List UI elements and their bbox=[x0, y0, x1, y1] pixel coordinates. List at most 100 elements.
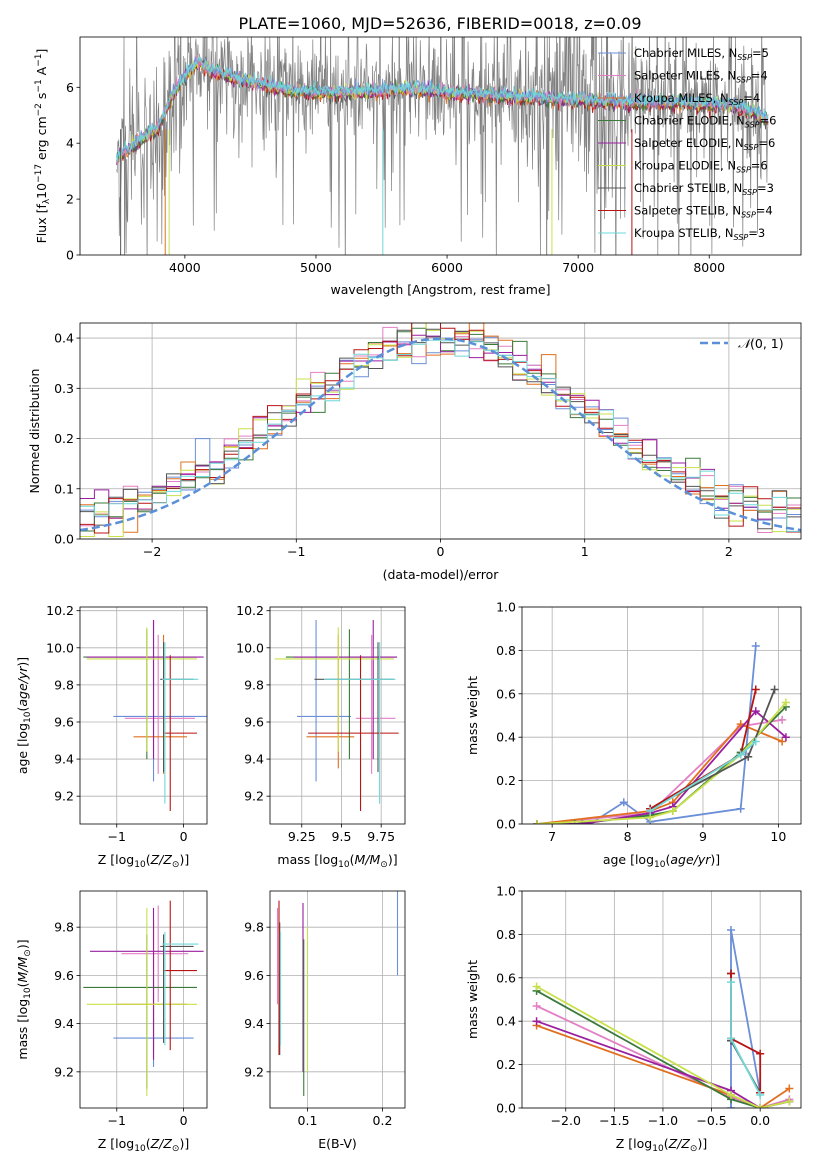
weight-marker bbox=[781, 733, 790, 742]
y-tick-label: 1.0 bbox=[496, 600, 516, 615]
x-tick-label: 9.5 bbox=[332, 829, 352, 844]
y-tick-label: 0.2 bbox=[496, 1057, 516, 1072]
legend-entry: Salpeter MILES, NSSP=4 bbox=[634, 69, 768, 85]
weight-marker bbox=[533, 820, 542, 824]
weight-marker bbox=[668, 806, 677, 815]
weight-marker bbox=[785, 1084, 794, 1093]
mass-vs-metallicity-panel: −1 0 9.2 9.4 9.6 9.8 Z [log10(Z/Z⊙)] mass [log1… bbox=[15, 890, 208, 1154]
x-axis-label: E(B-V) bbox=[318, 1136, 357, 1151]
weight-marker bbox=[532, 1002, 541, 1011]
y-tick-label: 0.6 bbox=[496, 970, 516, 985]
x-tick-label: −2 bbox=[143, 544, 161, 559]
y-tick-label: 9.8 bbox=[244, 677, 264, 692]
plot-area bbox=[83, 900, 204, 1096]
y-tick-label: 0.8 bbox=[496, 643, 516, 658]
y-tick-label: 0.1 bbox=[54, 481, 74, 496]
axes-frame bbox=[79, 36, 802, 256]
x-tick-label: 5000 bbox=[300, 260, 332, 275]
x-tick-label: 2 bbox=[725, 544, 733, 559]
weight-marker bbox=[532, 1017, 541, 1026]
x-tick-label: 0 bbox=[437, 544, 445, 559]
axes-frame bbox=[79, 322, 802, 540]
x-axis-label: (data-model)/error bbox=[383, 567, 500, 582]
y-tick-label: 0.4 bbox=[54, 331, 74, 346]
weight-marker bbox=[751, 685, 760, 694]
legend-entry: Kroupa MILES, NSSP=4 bbox=[634, 91, 760, 107]
y-tick-label: 0.6 bbox=[496, 686, 516, 701]
weight-marker bbox=[736, 750, 745, 759]
plot-area bbox=[274, 619, 399, 812]
x-tick-label: −2.0 bbox=[551, 1113, 581, 1128]
weight-line-chabrier_miles bbox=[730, 929, 762, 1108]
x-tick-label: 7000 bbox=[562, 260, 594, 275]
x-tick-label: 0.0 bbox=[750, 1113, 770, 1128]
x-tick-label: −0.5 bbox=[696, 1113, 726, 1128]
y-tick-label: 9.2 bbox=[54, 789, 74, 804]
y-axis-label: Flux [fλ10−17 erg cm−2 s−1 A−1] bbox=[34, 49, 52, 244]
model-spectrum-kroupa_stelib bbox=[116, 56, 769, 163]
x-tick-label: 9.25 bbox=[288, 829, 316, 844]
y-axis-label: mass weight bbox=[465, 676, 480, 755]
weight-marker bbox=[727, 1104, 736, 1108]
x-axis-label: wavelength [Angstrom, rest frame] bbox=[330, 282, 550, 297]
axes-frame bbox=[521, 606, 802, 825]
y-tick-label: 0 bbox=[66, 248, 74, 263]
plot-area bbox=[276, 891, 399, 1096]
figure-title: PLATE=1060, MJD=52636, FIBERID=0018, z=0… bbox=[238, 14, 641, 33]
y-tick-label: 0.0 bbox=[496, 817, 516, 832]
y-tick-label: 10.2 bbox=[46, 603, 74, 618]
weight-marker bbox=[727, 978, 736, 987]
y-tick-label: 10.2 bbox=[236, 603, 264, 618]
x-tick-label: −1.0 bbox=[648, 1113, 678, 1128]
age-vs-metallicity-panel: −1 0 9.2 9.4 9.6 9.8 10.0 10.2 Z [log10(Z/Z⊙)] ag… bbox=[15, 603, 208, 870]
legend-entry: Salpeter ELODIE, NSSP=6 bbox=[634, 136, 775, 152]
weight-line-kroupa_miles bbox=[536, 723, 783, 824]
plot-area bbox=[83, 619, 207, 812]
y-tick-label: 9.6 bbox=[244, 714, 264, 729]
y-tick-label: 6 bbox=[66, 80, 74, 95]
x-tick-label: 7 bbox=[548, 829, 556, 844]
y-tick-label: 9.8 bbox=[244, 920, 264, 935]
x-tick-label: −1 bbox=[287, 544, 305, 559]
histogram-salpeter_stelib bbox=[80, 323, 801, 534]
y-tick-label: 10.0 bbox=[46, 640, 74, 655]
axes-frame bbox=[269, 606, 406, 825]
y-tick-label: 0.0 bbox=[496, 1101, 516, 1116]
weight-marker bbox=[781, 698, 790, 707]
legend-entry: Salpeter STELIB, NSSP=4 bbox=[634, 204, 773, 220]
plot-area bbox=[80, 323, 801, 537]
x-tick-label: 8 bbox=[624, 829, 632, 844]
y-tick-label: 9.6 bbox=[54, 968, 74, 983]
histogram-kroupa_stelib bbox=[80, 339, 801, 532]
weight-marker bbox=[744, 752, 753, 761]
weight-vs-metallicity-panel: −2.0 −1.5 −1.0 −0.5 0.0 0.0 0.2 0.4 0.6 0.8 1.0 mas… bbox=[465, 884, 802, 1154]
weight-marker bbox=[751, 737, 760, 746]
x-tick-label: 0 bbox=[180, 829, 188, 844]
weight-marker bbox=[778, 715, 787, 724]
weight-marker bbox=[756, 1049, 765, 1058]
y-tick-label: 9.8 bbox=[54, 677, 74, 692]
y-axis-label: mass weight bbox=[465, 960, 480, 1039]
y-tick-label: 10.0 bbox=[236, 640, 264, 655]
mass-vs-ebv-panel: 0.1 0.2 9.2 9.4 9.6 9.8 E(B-V) bbox=[244, 890, 406, 1151]
y-axis-label: Normed distribution bbox=[27, 369, 42, 494]
legend-entry: Chabrier MILES, NSSP=5 bbox=[634, 46, 769, 62]
x-axis-label: mass [log10(M/M⊙)] bbox=[277, 852, 397, 870]
weight-marker bbox=[778, 737, 787, 746]
age-vs-mass-panel: 9.25 9.5 9.75 9.2 9.4 9.6 9.8 10.0 10.2 mass [log… bbox=[236, 603, 406, 870]
axes-frame bbox=[79, 606, 208, 825]
weight-line-salpeter_stelib bbox=[730, 973, 762, 1093]
gaussian-curve bbox=[80, 337, 801, 532]
weight-marker bbox=[736, 804, 745, 813]
weight-marker bbox=[751, 642, 760, 651]
x-tick-label: −1 bbox=[108, 1113, 126, 1128]
x-tick-label: 0.2 bbox=[373, 1113, 393, 1128]
weight-marker bbox=[785, 1097, 794, 1106]
histogram-salpeter_elodie bbox=[80, 331, 801, 520]
axes-frame bbox=[521, 890, 802, 1109]
weight-marker bbox=[727, 926, 736, 935]
weight-vs-age-panel: 7 8 9 10 0.0 0.2 0.4 0.6 0.8 1.0 mass weight age [l… bbox=[465, 600, 802, 870]
legend-entry: Chabrier ELODIE, NSSP=6 bbox=[634, 114, 776, 130]
x-axis-label: Z [log10(Z/Z⊙)] bbox=[98, 1136, 189, 1154]
axes-frame bbox=[269, 890, 406, 1109]
